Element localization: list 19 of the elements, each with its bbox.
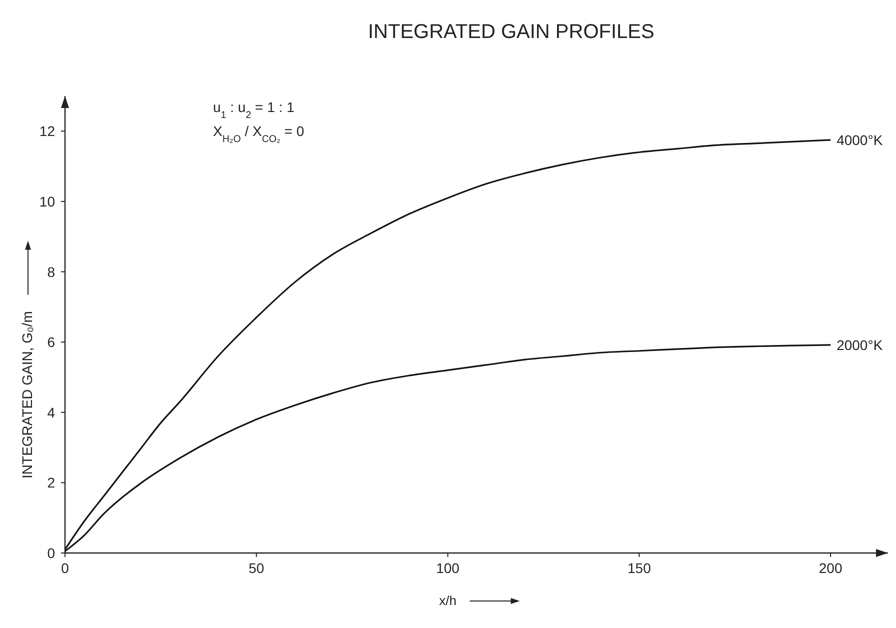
annotation: u$_{1}$ : u$_{2}$ = 1 : 1 — [213, 99, 295, 120]
x-tick-label: 200 — [818, 560, 842, 576]
y-tick-label: 4 — [47, 404, 56, 420]
y-tick-label: 12 — [39, 123, 56, 140]
x-axis-title: x/h — [439, 593, 456, 608]
y-tick-label: 0 — [47, 545, 56, 561]
y-tick-label: 6 — [47, 334, 56, 350]
series-label: 2000°K — [836, 336, 884, 353]
annotation: X$_{H₂O}$ / X$_{CO₂}$ = 0 — [213, 123, 304, 144]
series-label: 4000°K — [836, 132, 884, 148]
y-tick-label: 2 — [47, 474, 56, 491]
x-tick-label: 0 — [61, 560, 70, 576]
chart-title: INTEGRATED GAIN PROFILES — [368, 21, 654, 43]
x-tick-label: 100 — [436, 560, 460, 576]
y-tick-label: 8 — [47, 264, 56, 280]
y-tick-label: 10 — [39, 193, 56, 210]
x-tick-label: 150 — [628, 560, 652, 576]
y-axis-title: INTEGRATED GAIN, G₀/m — [19, 311, 35, 478]
x-tick-label: 50 — [248, 560, 264, 576]
